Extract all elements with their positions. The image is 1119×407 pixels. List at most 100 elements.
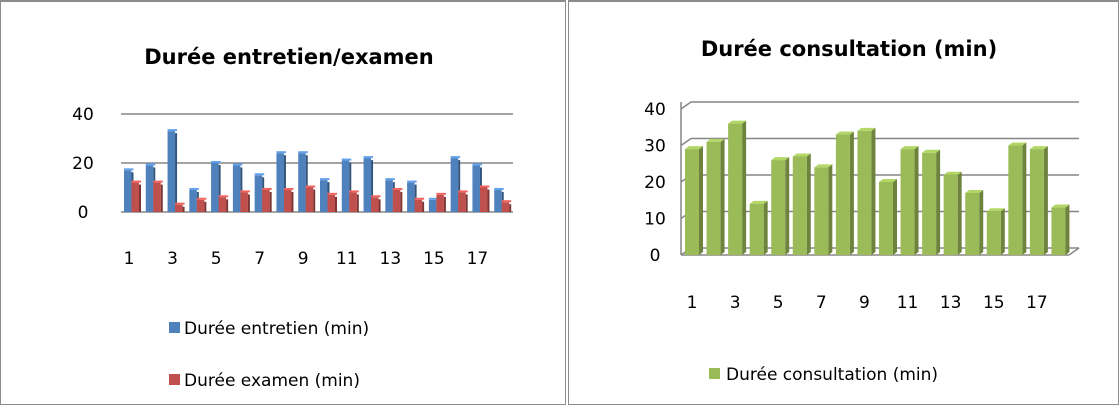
x-tick-label: 9 bbox=[859, 293, 870, 313]
x-tick-label: 5 bbox=[773, 293, 784, 313]
bar-side bbox=[509, 204, 512, 212]
bar-top bbox=[145, 163, 156, 166]
bar-side bbox=[893, 179, 897, 255]
bar-top bbox=[749, 200, 768, 204]
bar-consultation bbox=[965, 192, 980, 255]
bar-top bbox=[922, 149, 941, 153]
bar-side bbox=[349, 162, 352, 212]
bar-examen bbox=[196, 199, 205, 212]
bar-side bbox=[979, 189, 984, 255]
x-tick-label: 1 bbox=[687, 293, 698, 313]
bar-side bbox=[1022, 142, 1027, 255]
bar-entretien bbox=[363, 158, 372, 212]
y-axis-tick-labels: 0 20 40 bbox=[72, 105, 94, 223]
bar-top bbox=[392, 187, 403, 190]
bar-examen bbox=[131, 182, 139, 212]
bar-top bbox=[167, 129, 178, 132]
bar-consultation bbox=[1029, 149, 1044, 255]
bars bbox=[685, 120, 1070, 255]
bar-examen bbox=[240, 192, 248, 212]
bar-consultation bbox=[900, 149, 915, 255]
bar-entretien bbox=[189, 189, 197, 212]
bar-consultation bbox=[792, 156, 807, 255]
bar-consultation bbox=[835, 134, 850, 255]
bar-side bbox=[182, 206, 185, 212]
bar-entretien bbox=[232, 165, 241, 212]
bar-side bbox=[957, 171, 962, 255]
bar-entretien bbox=[276, 153, 284, 212]
bar-side bbox=[465, 194, 468, 212]
bar-top bbox=[276, 151, 286, 154]
bar-side bbox=[218, 165, 221, 212]
bar-side bbox=[313, 189, 316, 212]
x-tick-label: 13 bbox=[380, 249, 402, 269]
x-tick-label: 15 bbox=[423, 249, 445, 269]
bar-examen bbox=[501, 202, 510, 212]
bar-top bbox=[472, 163, 482, 166]
bar-top bbox=[1008, 142, 1027, 146]
gridlines bbox=[121, 113, 513, 213]
bar-consultation bbox=[728, 123, 743, 255]
bar-examen bbox=[479, 187, 488, 212]
x-tick-label: 3 bbox=[167, 249, 178, 269]
bar-side bbox=[1065, 204, 1070, 255]
bar-top bbox=[479, 185, 490, 188]
x-tick-label: 7 bbox=[816, 293, 827, 313]
bar-examen bbox=[175, 204, 183, 212]
bar-side bbox=[720, 138, 725, 255]
bar-top bbox=[407, 180, 417, 183]
bar-side bbox=[371, 160, 374, 212]
bar-examen bbox=[283, 189, 292, 212]
bar-consultation bbox=[922, 152, 937, 255]
bar-top bbox=[835, 131, 854, 135]
bar-consultation bbox=[857, 130, 872, 255]
bar-entretien bbox=[385, 180, 393, 212]
bar-side bbox=[335, 196, 337, 212]
bar-top bbox=[900, 146, 919, 150]
bar-top bbox=[131, 180, 141, 183]
bar-entretien bbox=[254, 175, 263, 212]
legend-label-entretien: Durée entretien (min) bbox=[184, 319, 369, 339]
bar-side bbox=[487, 189, 490, 212]
bar-entretien bbox=[341, 160, 350, 212]
bar-examen bbox=[349, 192, 357, 212]
bar-examen bbox=[458, 192, 466, 212]
bar-entretien bbox=[472, 165, 480, 212]
bar-top bbox=[771, 157, 790, 161]
bar-top bbox=[414, 197, 425, 200]
bar-top bbox=[298, 151, 308, 154]
bar-side bbox=[204, 201, 207, 212]
bar-examen bbox=[305, 187, 314, 212]
bar-side bbox=[1000, 208, 1005, 255]
bar-top bbox=[494, 187, 504, 190]
bar-top bbox=[728, 120, 747, 124]
bar-consultation bbox=[1051, 207, 1066, 255]
x-tick-label: 7 bbox=[254, 249, 265, 269]
gridline-depth bbox=[680, 137, 692, 147]
bar-top bbox=[450, 156, 461, 159]
bar-top bbox=[363, 156, 374, 159]
bar-entretien bbox=[428, 199, 437, 212]
bar-entretien bbox=[145, 165, 154, 212]
bar-side bbox=[378, 199, 381, 212]
legend: Durée consultation (min) bbox=[709, 365, 938, 385]
bar-top bbox=[792, 153, 811, 157]
bar-consultation bbox=[749, 203, 764, 255]
x-tick-label: 11 bbox=[897, 293, 919, 313]
bar-side bbox=[699, 146, 703, 255]
y-tick-label: 20 bbox=[72, 154, 94, 174]
bar-top bbox=[153, 180, 163, 183]
bar-side bbox=[763, 200, 768, 255]
bar-consultation bbox=[814, 167, 829, 255]
bar-top bbox=[189, 187, 199, 190]
bar-consultation bbox=[685, 149, 699, 255]
bar-consultation bbox=[879, 182, 893, 255]
bar-top bbox=[1029, 146, 1048, 150]
bar-entretien bbox=[450, 158, 459, 212]
x-tick-label: 15 bbox=[983, 293, 1005, 313]
legend-swatch-entretien bbox=[169, 322, 180, 333]
bar-consultation bbox=[943, 174, 958, 255]
bar-top bbox=[458, 190, 468, 193]
